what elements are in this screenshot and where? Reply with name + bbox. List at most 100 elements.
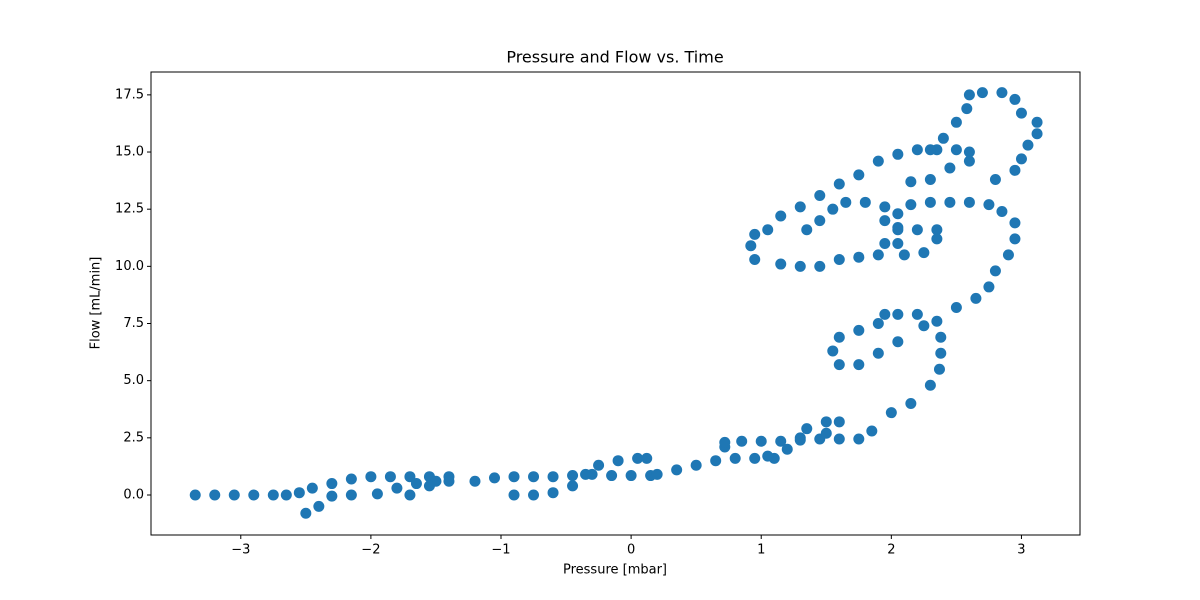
scatter-point: [944, 196, 956, 208]
scatter-point: [872, 318, 884, 330]
scatter-point: [371, 488, 383, 500]
scatter-point: [801, 224, 813, 236]
scatter-point: [248, 489, 260, 501]
scatter-point: [872, 249, 884, 261]
scatter-point: [404, 489, 416, 501]
scatter-point: [794, 432, 806, 444]
scatter-point: [872, 155, 884, 167]
scatter-point: [749, 228, 761, 240]
scatter-point: [833, 433, 845, 445]
scatter-point: [931, 233, 943, 245]
scatter-point: [935, 331, 947, 343]
scatter-point: [794, 260, 806, 272]
scatter-point: [892, 308, 904, 320]
scatter-point: [905, 199, 917, 211]
x-axis-label: Pressure [mbar]: [563, 563, 667, 578]
scatter-point: [924, 196, 936, 208]
x-tick-label: −3: [231, 543, 250, 558]
scatter-point: [853, 169, 865, 181]
scatter-point: [866, 425, 878, 437]
scatter-point: [983, 199, 995, 211]
scatter-point: [1009, 93, 1021, 105]
scatter-point: [345, 473, 357, 485]
scatter-point: [833, 253, 845, 265]
scatter-point: [814, 260, 826, 272]
scatter-point: [970, 292, 982, 304]
scatter-point: [345, 489, 357, 501]
scatter-point: [950, 116, 962, 128]
y-tick-label: 5.0: [123, 373, 144, 388]
scatter-point: [833, 416, 845, 428]
scatter-point: [794, 201, 806, 213]
scatter-point: [879, 215, 891, 227]
scatter-point: [567, 470, 579, 482]
plot-frame: [150, 71, 1081, 536]
x-tick-label: −1: [491, 543, 510, 558]
scatter-point: [976, 87, 988, 99]
x-tick-label: 0: [627, 543, 635, 558]
scatter-point: [710, 455, 722, 467]
scatter-point: [580, 468, 592, 480]
scatter-point: [641, 452, 653, 464]
scatter-point: [745, 240, 757, 252]
chart-title: Pressure and Flow vs. Time: [506, 48, 723, 67]
scatter-point: [944, 162, 956, 174]
scatter-point: [924, 173, 936, 185]
scatter-point: [833, 359, 845, 371]
scatter-point: [729, 452, 741, 464]
scatter-point: [612, 455, 624, 467]
scatter-point: [749, 452, 761, 464]
scatter-point: [306, 482, 318, 494]
scatter-point: [918, 320, 930, 332]
scatter-point: [547, 487, 559, 499]
scatter-point: [801, 423, 813, 435]
scatter-point: [963, 89, 975, 101]
scatter-point: [931, 224, 943, 236]
scatter-point: [898, 249, 910, 261]
scatter-point: [300, 507, 312, 519]
scatter-point: [488, 472, 500, 484]
scatter-point: [313, 500, 325, 512]
scatter-point: [508, 471, 520, 483]
scatter-point: [1031, 128, 1043, 140]
scatter-point: [814, 215, 826, 227]
y-tick-label: 15.0: [115, 145, 144, 160]
scatter-point: [905, 176, 917, 188]
scatter-point: [228, 489, 240, 501]
scatter-point: [905, 398, 917, 410]
scatter-point: [625, 470, 637, 482]
scatter-point: [528, 489, 540, 501]
scatter-point: [293, 487, 305, 499]
scatter-point: [671, 464, 683, 476]
scatter-point: [931, 315, 943, 327]
scatter-point: [879, 308, 891, 320]
scatter-point: [879, 237, 891, 249]
scatter-point: [853, 251, 865, 263]
scatter-point: [209, 489, 221, 501]
scatter-point: [567, 480, 579, 492]
scatter-point: [853, 359, 865, 371]
x-tick-label: 2: [887, 543, 895, 558]
scatter-point: [853, 324, 865, 336]
scatter-point: [749, 253, 761, 265]
scatter-point: [762, 224, 774, 236]
scatter-point: [508, 489, 520, 501]
scatter-point: [775, 435, 787, 447]
y-tick-label: 2.5: [123, 430, 144, 445]
y-axis-label: Flow [mL/min]: [89, 257, 104, 350]
scatter-point: [872, 347, 884, 359]
scatter-point: [1009, 164, 1021, 176]
scatter-point: [885, 407, 897, 419]
scatter-point: [961, 103, 973, 115]
scatter-point: [781, 443, 793, 455]
scatter-point: [267, 489, 279, 501]
scatter-point: [326, 478, 338, 490]
scatter-point: [391, 482, 403, 494]
scatter-point: [996, 87, 1008, 99]
scatter-point: [365, 471, 377, 483]
scatter-point: [326, 490, 338, 502]
scatter-point: [469, 475, 481, 487]
scatter-point: [690, 459, 702, 471]
scatter-point: [1031, 116, 1043, 128]
scatter-point: [892, 224, 904, 236]
